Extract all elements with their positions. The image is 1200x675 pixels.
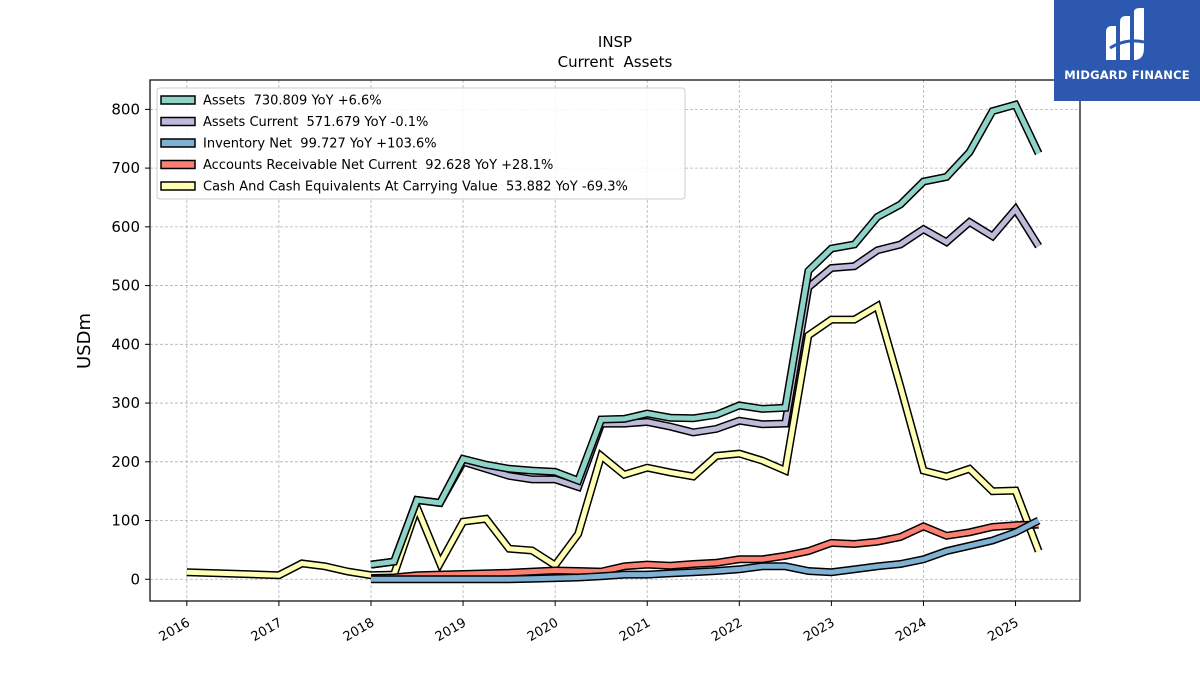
y-tick-label: 300 (111, 394, 140, 412)
legend-box (156, 87, 686, 200)
x-tick-label: 2018 (341, 615, 377, 645)
x-tick-label: 2019 (433, 615, 469, 645)
y-tick-label: 500 (111, 277, 140, 295)
series-0 (370, 99, 1043, 569)
y-tick-label: 200 (111, 453, 140, 471)
series-2 (371, 516, 1041, 584)
y-tick-label: 0 (130, 570, 140, 588)
legend: Assets 730.809 YoY +6.6% Assets Current 5… (156, 87, 686, 200)
y-tick-label: 100 (111, 512, 140, 530)
legend-swatch (160, 95, 196, 105)
series-line-outline (370, 202, 1042, 569)
y-tick-label: 600 (111, 218, 140, 236)
x-tick-label: 2016 (157, 615, 193, 645)
x-tick-label: 2025 (985, 615, 1021, 645)
legend-entry: Assets Current 571.679 YoY -0.1% (203, 115, 428, 130)
x-tick-label: 2023 (801, 615, 837, 645)
chart-title: INSP (598, 33, 632, 51)
x-tick-label: 2022 (709, 615, 745, 645)
brand-mark-icon (1106, 8, 1145, 60)
x-tick-label: 2021 (617, 615, 653, 645)
series-line (370, 522, 1039, 581)
x-tick-label: 2020 (525, 615, 561, 645)
chart-subtitle: Current Assets (558, 53, 673, 71)
legend-entry: Accounts Receivable Net Current 92.628 Y… (203, 158, 553, 173)
brand-logo: MIDGARD FINANCE (1054, 0, 1200, 101)
x-tick-label: 2017 (249, 615, 285, 645)
series-line (371, 518, 1040, 582)
legend-entry: Cash And Cash Equivalents At Carrying Va… (203, 180, 628, 195)
series-1 (370, 202, 1042, 569)
legend-entry: Inventory Net 99.727 YoY +103.6% (203, 137, 437, 152)
y-tick-label: 700 (111, 159, 140, 177)
y-tick-label: 400 (111, 335, 140, 353)
legend-swatch (160, 116, 196, 127)
axes: 0 100 200 300 400 500 600 700 800 2016 2017 2018 201… (111, 100, 1021, 645)
legend-swatch (160, 138, 196, 148)
series-line (370, 101, 1041, 568)
series-line (370, 204, 1041, 568)
legend-swatch (160, 181, 196, 191)
brand-name: MIDGARD FINANCE (1064, 68, 1190, 82)
x-tick-label: 2024 (893, 615, 929, 645)
legend-entry: Assets 730.809 YoY +6.6% (203, 94, 382, 109)
series-3 (370, 520, 1039, 583)
legend-swatch (160, 159, 196, 170)
plot-frame (149, 79, 1081, 602)
y-tick-label: 800 (111, 100, 140, 118)
series-group (186, 99, 1043, 584)
y-axis-label: USDm (74, 313, 95, 369)
